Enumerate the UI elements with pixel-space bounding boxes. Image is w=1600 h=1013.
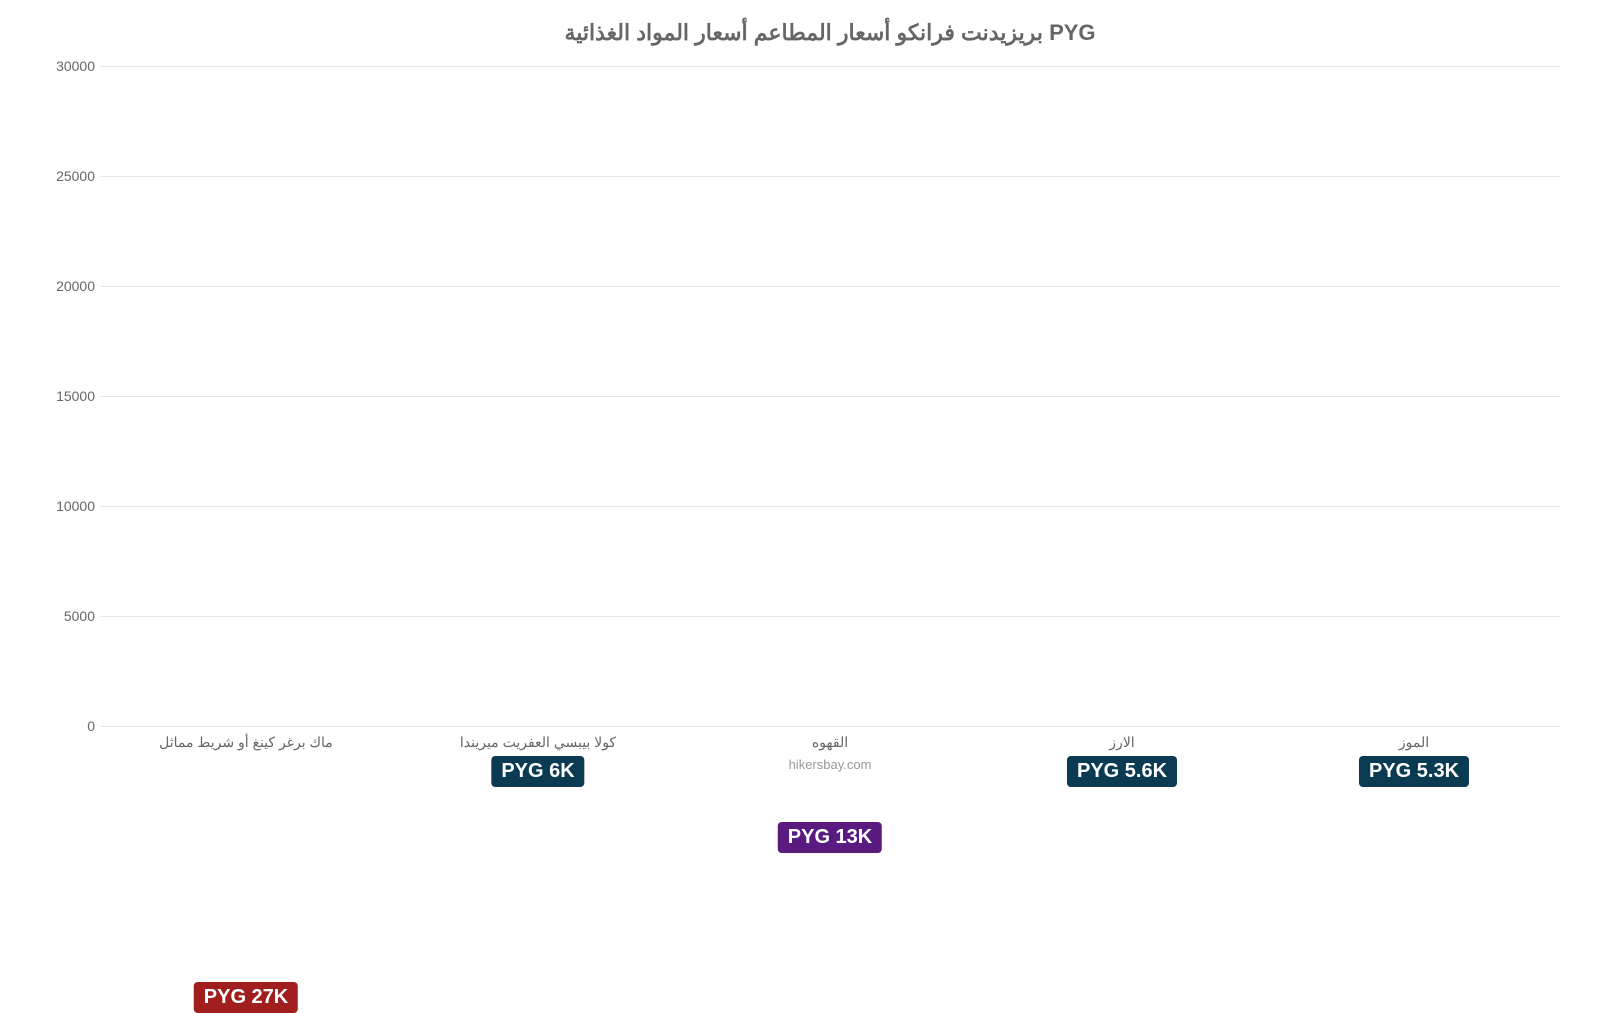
y-tick-label: 15000 bbox=[40, 388, 95, 404]
chart-title: بريزيدنت فرانكو أسعار المطاعم أسعار المو… bbox=[100, 20, 1560, 46]
grid-line bbox=[100, 396, 1560, 397]
y-tick-label: 30000 bbox=[40, 58, 95, 74]
x-axis-label: كولا بيبسي العفريت ميريندا bbox=[392, 734, 684, 751]
bar-value-label: PYG 13K bbox=[778, 822, 882, 853]
y-tick-label: 10000 bbox=[40, 498, 95, 514]
x-axis-label: ماك برغر كينغ أو شريط مماثل bbox=[100, 734, 392, 751]
grid-line bbox=[100, 726, 1560, 727]
x-axis-labels: ماك برغر كينغ أو شريط مماثلكولا بيبسي ال… bbox=[100, 734, 1560, 751]
x-axis-label: القهوه bbox=[684, 734, 976, 751]
chart-container: بريزيدنت فرانكو أسعار المطاعم أسعار المو… bbox=[0, 0, 1600, 800]
bar-value-label: PYG 5.6K bbox=[1067, 756, 1177, 787]
x-axis-label: الموز bbox=[1268, 734, 1560, 751]
y-tick-label: 20000 bbox=[40, 278, 95, 294]
y-tick-label: 0 bbox=[40, 718, 95, 734]
credit-text: hikersbay.com bbox=[100, 757, 1560, 772]
y-axis: 050001000015000200002500030000 bbox=[40, 66, 95, 726]
plot-area: 050001000015000200002500030000 PYG 27KPY… bbox=[100, 66, 1560, 726]
grid-line bbox=[100, 286, 1560, 287]
bar-value-label: PYG 6K bbox=[491, 756, 584, 787]
grid-line bbox=[100, 176, 1560, 177]
grid-line bbox=[100, 66, 1560, 67]
x-axis-label: الارز bbox=[976, 734, 1268, 751]
bar-value-label: PYG 27K bbox=[194, 982, 298, 1013]
grid-line bbox=[100, 616, 1560, 617]
grid-line bbox=[100, 506, 1560, 507]
bar-value-label: PYG 5.3K bbox=[1359, 756, 1469, 787]
y-tick-label: 25000 bbox=[40, 168, 95, 184]
y-tick-label: 5000 bbox=[40, 608, 95, 624]
